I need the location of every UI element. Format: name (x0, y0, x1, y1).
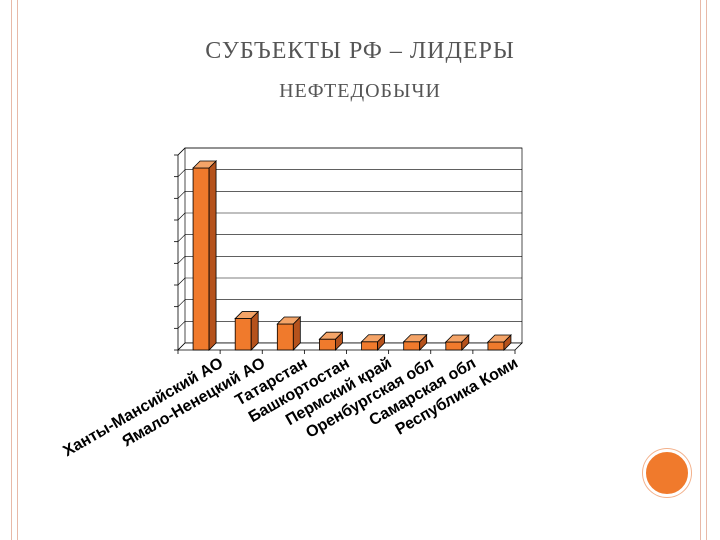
bar-top (276, 316, 302, 325)
bar-top (486, 334, 512, 343)
bar (445, 341, 463, 351)
left-frame-decoration (11, 0, 18, 540)
bar (319, 338, 336, 351)
gridline-side (177, 321, 186, 329)
gridline-side (177, 256, 186, 264)
bar-top (360, 334, 386, 343)
gridline-side (177, 169, 186, 177)
bar-top (402, 334, 428, 343)
bar-side (208, 160, 217, 351)
gridline-side (177, 234, 186, 242)
bar (234, 318, 252, 351)
gridline-side (177, 191, 186, 199)
slide-title-cap: С (205, 38, 222, 64)
slide-title-rest: УБЪЕКТЫ РФ – ЛИДЕРЫ (221, 38, 515, 64)
right-frame-decoration (700, 0, 707, 540)
accent-circle (643, 449, 691, 497)
chart-back-wall (184, 147, 523, 344)
slide-title-line1: СУБЪЕКТЫ РФ – ЛИДЕРЫ (0, 38, 720, 65)
slide-title-line2: НЕФТЕДОБЫЧИ (279, 80, 441, 102)
gridline-side (177, 299, 186, 307)
bar-top (444, 334, 470, 343)
bar (361, 341, 378, 351)
bar-top (318, 331, 344, 340)
bar (403, 341, 421, 351)
bar (192, 167, 210, 351)
bar-top (192, 160, 218, 169)
chart-floor (177, 342, 523, 351)
gridline-side (177, 212, 186, 221)
side-wall-top-edge (177, 147, 186, 156)
bar (487, 341, 505, 351)
gridline-side (177, 277, 186, 286)
bar-top (234, 311, 260, 319)
bar (276, 323, 294, 351)
